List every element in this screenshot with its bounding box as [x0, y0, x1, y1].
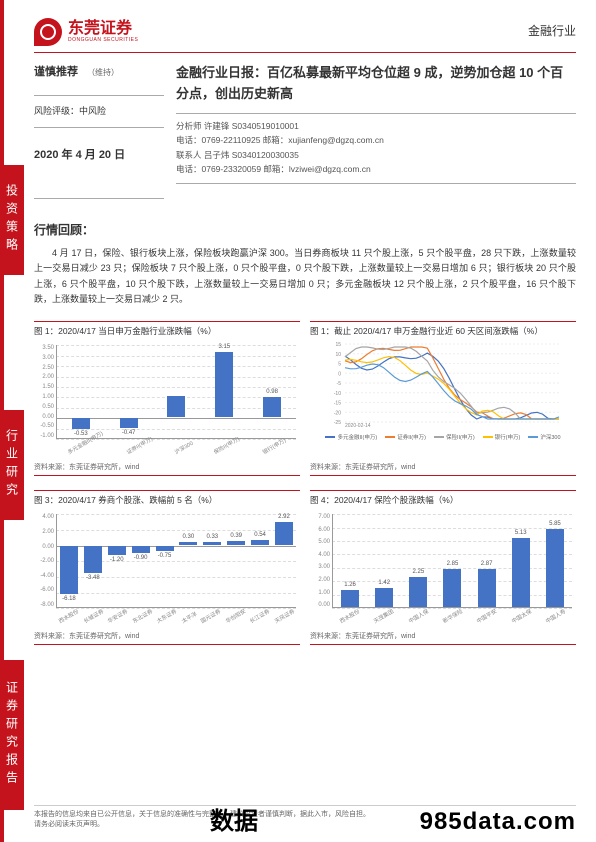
chart-4: 图 4：2020/4/17 保险个股涨跌幅（%） 7.006.005.004.0… [310, 490, 576, 645]
svg-text:15: 15 [335, 342, 341, 348]
risk-rating: 风险评级：中风险 [34, 104, 164, 121]
sidebar-label-report: 证券研究报告 [0, 660, 24, 810]
chart-source: 资料来源：东莞证券研究所，wind [34, 631, 300, 645]
recommendation-note: （维持） [87, 68, 119, 77]
company-name-cn: 东莞证券 [68, 20, 138, 38]
meta-column: 谨慎推荐 （维持） 风险评级：中风险 2020 年 4 月 20 日 [34, 63, 164, 205]
review-body: 4 月 17 日，保险、银行板块上涨，保险板块跑赢沪深 300。当日券商板块 1… [34, 246, 576, 307]
svg-text:10: 10 [335, 352, 341, 358]
sidebar: 投资策略 行业研究 证券研究报告 [0, 0, 24, 842]
sidebar-label-industry: 行业研究 [0, 410, 24, 520]
header: 东莞证券 DONGGUAN SECURITIES 金融行业 [34, 18, 576, 53]
industry-label: 金融行业 [528, 18, 576, 39]
chart-title: 图 4：2020/4/17 保险个股涨跌幅（%） [310, 490, 576, 506]
recommendation-value: 谨慎推荐 [34, 66, 78, 78]
chart-source: 资料来源：东莞证券研究所，wind [310, 462, 576, 476]
chart-canvas: 7.006.005.004.003.002.001.000.001.261.42… [310, 508, 576, 628]
sidebar-label-strategy: 投资策略 [0, 165, 24, 275]
svg-text:-10: -10 [334, 391, 341, 397]
chart-2: 图 1：截止 2020/4/17 申万金融行业近 60 天区间涨跌幅（%） 15… [310, 321, 576, 476]
section-heading-review: 行情回顾： [34, 221, 576, 238]
chart-1: 图 1：2020/4/17 当日申万金融行业涨跌幅（%） 3.503.002.5… [34, 321, 300, 476]
watermark: 985data.com [420, 808, 576, 836]
svg-text:-15: -15 [334, 401, 341, 407]
analyst-line: 联系人 吕子炜 S0340120030035 [176, 149, 576, 163]
chart-canvas: 151050-5-10-15-20-252020-02-14多元金融II(申万)… [310, 339, 576, 459]
chart-title: 图 3：2020/4/17 券商个股涨、跌幅前 5 名（%） [34, 490, 300, 506]
logo-icon [34, 18, 62, 46]
svg-text:-25: -25 [334, 420, 341, 426]
chart-canvas: 3.503.002.502.001.501.000.500.00-0.50-1.… [34, 339, 300, 459]
chart-title: 图 1：2020/4/17 当日申万金融行业涨跌幅（%） [34, 321, 300, 337]
svg-text:0: 0 [338, 371, 341, 377]
svg-text:-20: -20 [334, 410, 341, 416]
chart-source: 资料来源：东莞证券研究所，wind [34, 462, 300, 476]
report-title: 金融行业日报：百亿私募最新平均仓位超 9 成，逆势加仓超 10 个百分点，创出历… [176, 63, 576, 105]
svg-text:2020-02-14: 2020-02-14 [345, 423, 371, 429]
watermark-cn: 数据 [210, 801, 258, 836]
chart-3: 图 3：2020/4/17 券商个股涨、跌幅前 5 名（%） 4.002.000… [34, 490, 300, 645]
chart-source: 资料来源：东莞证券研究所，wind [310, 631, 576, 645]
recommendation: 谨慎推荐 （维持） [34, 63, 164, 79]
analyst-line: 分析师 许建锋 S0340519010001 [176, 120, 576, 134]
chart-canvas: 4.002.000.00-2.00-4.00-6.00-8.00-6.18-3.… [34, 508, 300, 628]
svg-text:5: 5 [338, 362, 341, 368]
analyst-info: 分析师 许建锋 S0340519010001 电话：0769-22110925 … [176, 120, 576, 177]
chart-title: 图 1：截止 2020/4/17 申万金融行业近 60 天区间涨跌幅（%） [310, 321, 576, 337]
svg-text:-5: -5 [337, 381, 342, 387]
logo: 东莞证券 DONGGUAN SECURITIES [34, 18, 138, 46]
analyst-line: 电话：0769-22110925 邮箱：xujianfeng@dgzq.com.… [176, 134, 576, 148]
analyst-line: 电话：0769-23320059 邮箱：lvziwei@dgzq.com.cn [176, 163, 576, 177]
report-date: 2020 年 4 月 20 日 [34, 146, 164, 162]
company-name-en: DONGGUAN SECURITIES [68, 38, 138, 44]
